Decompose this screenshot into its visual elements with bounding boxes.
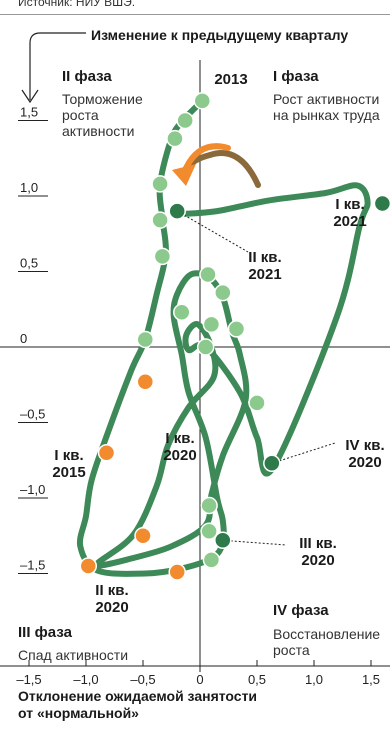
x-axis-title-line: от «нормальной» [18, 705, 139, 721]
rotation-arrow-body [183, 143, 231, 171]
data-point-dark [168, 202, 186, 220]
phase-2-desc-line: активности [62, 123, 135, 139]
phase-1-desc: Рост активности на рынках труда [273, 91, 380, 123]
annotation-q4-2020: 2020 [348, 454, 381, 471]
data-points [79, 92, 390, 581]
data-point-light [199, 265, 217, 284]
tick-labels: 1,5 1,0 0,5 0 –0,5 –1,0 –1,5 –1,5 –1,0 –0,5 0 0,5 1,… [16, 105, 380, 688]
annotation-q3-2020: III кв. [299, 535, 337, 552]
x-axis-title: Отклонение ожидаемой занятости от «норма… [18, 688, 257, 722]
annotation-q2-2020: 2020 [95, 599, 128, 616]
phase-1-desc-line: на рынках труда [273, 107, 380, 123]
data-point-light [151, 175, 169, 193]
phase-2-desc-line: Торможение [62, 91, 143, 107]
data-loop [76, 97, 371, 577]
data-point-orange [79, 557, 98, 575]
y-axis-header: Изменение к предыдущему кварталу [91, 27, 349, 43]
y-tick-label: 1,5 [20, 105, 38, 120]
phase-3-desc-line: Спад активности [18, 647, 129, 663]
phase-1-desc-line: Рост активности [273, 91, 380, 107]
down-arrow-icon [21, 89, 39, 104]
data-point-dark [214, 531, 232, 550]
data-point-light [136, 330, 155, 349]
y-tick-label: 0,5 [20, 256, 38, 271]
annotation-leaders [176, 210, 336, 546]
leader-line [176, 210, 249, 253]
x-tick-label: –1,5 [16, 672, 41, 687]
data-point-dark [263, 454, 281, 473]
data-point-light [176, 111, 194, 130]
y-tick-label: –1,0 [20, 482, 45, 497]
header-connector [29, 32, 86, 100]
annotation-q1-2015: 2015 [52, 464, 85, 481]
annotation-q1-2021: 2021 [333, 213, 366, 230]
source-note: Источник: НИУ ВШЭ. [18, 0, 136, 9]
data-point-light [248, 394, 266, 412]
data-point-light [153, 247, 172, 266]
annotation-q1-2020: 2020 [163, 447, 196, 464]
phase-1-title: I фаза [273, 68, 319, 85]
phase-4-desc-line: роста [273, 642, 310, 658]
phase-4-desc-line: Восстановление [273, 626, 381, 642]
y-tick-label: 1,0 [20, 180, 38, 195]
annotation-q4-2020: IV кв. [345, 437, 384, 454]
annotation-q1-2021: I кв. [335, 196, 364, 213]
phase-2-desc: Торможение роста активности [62, 91, 143, 139]
phase-4-title: IV фаза [273, 602, 329, 619]
annotation-q2-2021: 2021 [248, 266, 281, 283]
y-tick-label: 0 [20, 331, 27, 346]
annotation-q1-2015: I кв. [54, 447, 83, 464]
annotation-q2-2021: II кв. [248, 249, 281, 266]
data-point-light [173, 303, 191, 322]
data-point-light [227, 320, 246, 338]
data-point-light [200, 522, 218, 540]
data-point-dark [373, 194, 390, 213]
data-point-light [202, 315, 221, 334]
annotation-q2013: 2013 [214, 71, 247, 88]
x-tick-label: –1,0 [73, 672, 98, 687]
annotation-q2-2020: II кв. [95, 582, 128, 599]
annotation-q1-2020: I кв. [165, 430, 194, 447]
phase-3-title: III фаза [18, 624, 72, 641]
data-point-light [151, 211, 169, 229]
phase-3-desc: Спад активности [18, 647, 128, 663]
rotation-arrow-head-icon [172, 164, 196, 186]
annotation-q3-2020: 2020 [301, 552, 334, 569]
phase-2-title: II фаза [62, 68, 112, 85]
leader-line [271, 442, 336, 464]
phase-2-desc-line: роста [62, 107, 99, 123]
x-tick-label: 1,0 [305, 672, 323, 687]
x-tick-label: 0 [196, 672, 203, 687]
data-point-light [202, 551, 221, 569]
data-point-light [196, 338, 215, 356]
y-tick-label: –0,5 [20, 407, 45, 422]
data-point-orange [97, 443, 116, 462]
data-point-orange [134, 527, 152, 545]
leader-line [222, 539, 287, 546]
frame-top-line [0, 14, 390, 15]
x-tick-label: 0,5 [248, 672, 266, 687]
data-point-light [200, 496, 218, 515]
series-line [76, 97, 371, 577]
x-tick-label: 1,5 [362, 672, 380, 687]
data-point-light [214, 283, 232, 302]
data-point-light [166, 129, 184, 148]
data-point-orange [168, 563, 186, 581]
data-point-orange [136, 372, 155, 391]
y-tick-label: –1,5 [20, 558, 45, 573]
data-point-light [193, 92, 212, 110]
phase-4-desc: Восстановление роста [273, 626, 380, 658]
x-axis-title-line: Отклонение ожидаемой занятости [18, 688, 258, 704]
x-tick-label: –0,5 [130, 672, 155, 687]
decorations [21, 32, 261, 188]
